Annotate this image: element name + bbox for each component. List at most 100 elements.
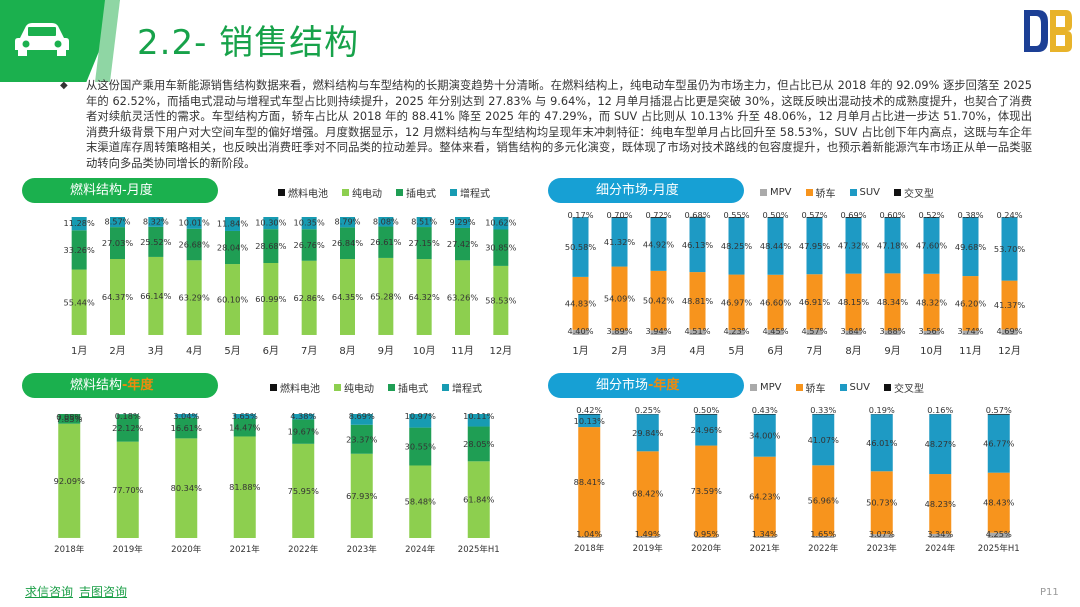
data-label: 60.10% <box>217 295 248 305</box>
data-label: 64.23% <box>749 492 780 502</box>
bar-segment <box>233 418 256 437</box>
data-label: 47.32% <box>838 241 869 251</box>
category-label: 7月 <box>806 345 822 357</box>
data-label: 28.68% <box>255 241 286 251</box>
data-label: 48.34% <box>877 297 908 307</box>
bar-segment <box>1001 217 1018 281</box>
data-label: 63.29% <box>179 293 210 303</box>
bar-segment <box>884 217 901 274</box>
data-label: 92.09% <box>54 476 85 486</box>
data-label: 3.89% <box>606 326 632 336</box>
data-label: 50.73% <box>866 498 897 508</box>
data-label: 81.88% <box>229 482 260 492</box>
data-label: 3.88% <box>879 326 905 336</box>
bar-segment <box>409 465 432 538</box>
legend-item: 增程式 <box>450 185 490 200</box>
footer-link-jitu[interactable]: 吉图咨询 <box>79 585 128 599</box>
data-label: 4.51% <box>684 326 710 336</box>
data-label: 48.27% <box>925 439 956 449</box>
footer-link-qiuxin[interactable]: 求信咨询 <box>25 585 74 599</box>
data-label: 77.70% <box>112 485 143 495</box>
bar-segment <box>812 414 835 466</box>
data-label: 65.28% <box>370 291 401 301</box>
data-label: 0.50% <box>762 210 788 220</box>
data-label: 75.95% <box>288 486 319 496</box>
data-label: 1.04% <box>576 529 602 539</box>
bar-segment <box>611 217 628 267</box>
data-label: 0.19% <box>869 405 895 415</box>
data-label: 0.70% <box>606 210 632 220</box>
data-label: 50.58% <box>565 242 596 252</box>
category-label: 10月 <box>920 345 943 357</box>
legend-item: 纯电动 <box>342 185 382 200</box>
data-label: 8.08% <box>373 216 399 226</box>
bar-segment <box>1001 329 1018 335</box>
legend-item: 燃料电池 <box>270 380 320 395</box>
data-label: 27.42% <box>447 239 478 249</box>
bar-segment <box>923 217 940 218</box>
data-label: 0.42% <box>576 405 602 415</box>
legend-item: SUV <box>849 187 880 198</box>
category-label: 2025年H1 <box>458 544 500 555</box>
bar-segment <box>650 330 667 335</box>
data-label: 48.43% <box>983 498 1014 508</box>
data-label: 55.44% <box>64 297 95 307</box>
legend-label: 燃料电池 <box>288 189 328 200</box>
bar-segment <box>753 414 776 457</box>
legend-label: 轿车 <box>805 384 826 395</box>
bar-segment <box>467 426 490 462</box>
data-label: 10.13% <box>574 416 605 426</box>
bar-segment <box>929 533 952 538</box>
data-label: 0.43% <box>752 405 778 415</box>
legend-item: 燃料电池 <box>278 185 328 200</box>
bar-segment <box>695 445 718 537</box>
data-label: 24.96% <box>691 425 722 435</box>
bar-segment <box>225 217 240 231</box>
bar-segment <box>292 443 315 538</box>
panel-title-seg-year: 细分市场-年度 <box>548 373 744 398</box>
data-label: 10.01% <box>179 217 210 227</box>
category-label: 8月 <box>339 345 355 357</box>
bar-segment <box>767 329 784 335</box>
category-label: 8月 <box>845 345 861 357</box>
data-label: 58.48% <box>405 497 436 507</box>
legend-item: 轿车 <box>795 380 826 395</box>
category-label: 1月 <box>71 345 87 357</box>
data-label: 41.32% <box>604 237 635 247</box>
data-label: 48.44% <box>760 241 791 251</box>
category-label: 5月 <box>728 345 744 357</box>
bar-segment <box>884 273 901 331</box>
bar-segment <box>340 259 355 335</box>
data-label: 23.37% <box>346 434 377 444</box>
data-label: 0.25% <box>635 405 661 415</box>
bar-segment <box>409 414 432 428</box>
data-label: 46.77% <box>983 439 1014 449</box>
category-label: 9月 <box>884 345 900 357</box>
data-label: 19.67% <box>288 427 319 437</box>
bar-segment <box>870 471 893 535</box>
legend-label: MPV <box>760 382 782 393</box>
legend-item: 轿车 <box>805 185 836 200</box>
data-label: 11.28% <box>64 218 95 228</box>
category-label: 5月 <box>224 345 240 357</box>
category-label: 2022年 <box>808 543 839 554</box>
bar-segment <box>233 414 256 419</box>
category-label: 3月 <box>650 345 666 357</box>
legend-item: 纯电动 <box>334 380 374 395</box>
data-label: 0.38% <box>957 210 983 220</box>
bar-segment <box>350 424 373 454</box>
bar-segment <box>110 227 125 260</box>
bar-segment <box>175 417 198 439</box>
legend-label: 纯电动 <box>344 384 374 395</box>
bar-segment <box>728 274 745 331</box>
bar-segment <box>71 230 87 270</box>
intro-paragraph: 从这份国产乘用车新能源销售结构数据来看，燃料结构与车型结构的长期演变趋势十分清晰… <box>86 79 1032 170</box>
bar-segment <box>728 217 745 275</box>
data-label: 10.97% <box>405 411 436 421</box>
data-label: 41.37% <box>994 300 1025 310</box>
data-label: 66.14% <box>140 291 171 301</box>
bar-segment <box>753 456 776 537</box>
category-label: 2021年 <box>750 543 781 554</box>
data-label: 44.83% <box>565 298 596 308</box>
bar-segment <box>806 274 823 330</box>
